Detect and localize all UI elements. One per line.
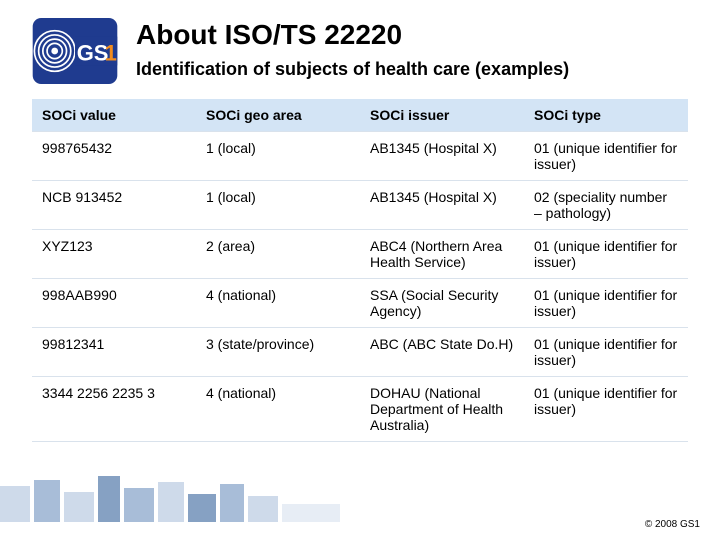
cell: 01 (unique identifier for issuer)	[524, 230, 688, 279]
table-header-row: SOCi value SOCi geo area SOCi issuer SOC…	[32, 99, 688, 132]
header: GS 1 About ISO/TS 22220 Identification o…	[32, 18, 688, 89]
logo-text-1: 1	[105, 40, 117, 65]
cell: 02 (speciality number – pathology)	[524, 181, 688, 230]
cell: ABC (ABC State Do.H)	[360, 328, 524, 377]
cell: 99812341	[32, 328, 196, 377]
cell: 4 (national)	[196, 377, 360, 442]
cell: 01 (unique identifier for issuer)	[524, 377, 688, 442]
copyright: © 2008 GS1	[645, 519, 700, 530]
gs1-logo: GS 1	[32, 18, 118, 89]
table-row: 99812341 3 (state/province) ABC (ABC Sta…	[32, 328, 688, 377]
table-row: XYZ123 2 (area) ABC4 (Northern Area Heal…	[32, 230, 688, 279]
table-row: NCB 913452 1 (local) AB1345 (Hospital X)…	[32, 181, 688, 230]
cell: AB1345 (Hospital X)	[360, 181, 524, 230]
cell: 2 (area)	[196, 230, 360, 279]
table-body: 998765432 1 (local) AB1345 (Hospital X) …	[32, 132, 688, 442]
cell: 01 (unique identifier for issuer)	[524, 279, 688, 328]
page-subtitle: Identification of subjects of health car…	[136, 59, 569, 80]
cell: AB1345 (Hospital X)	[360, 132, 524, 181]
cell: SSA (Social Security Agency)	[360, 279, 524, 328]
cell: XYZ123	[32, 230, 196, 279]
slide: GS 1 About ISO/TS 22220 Identification o…	[0, 0, 720, 540]
cell: 3 (state/province)	[196, 328, 360, 377]
cell: 998765432	[32, 132, 196, 181]
cell: 1 (local)	[196, 132, 360, 181]
gs1-logo-icon: GS 1	[32, 18, 118, 84]
col-soci-type: SOCi type	[524, 99, 688, 132]
cell: ABC4 (Northern Area Health Service)	[360, 230, 524, 279]
footer-decoration	[0, 476, 340, 522]
cell: NCB 913452	[32, 181, 196, 230]
col-soci-geo: SOCi geo area	[196, 99, 360, 132]
cell: 1 (local)	[196, 181, 360, 230]
cell: 01 (unique identifier for issuer)	[524, 132, 688, 181]
title-block: About ISO/TS 22220 Identification of sub…	[136, 18, 569, 80]
cell: 01 (unique identifier for issuer)	[524, 328, 688, 377]
table-row: 998AAB990 4 (national) SSA (Social Secur…	[32, 279, 688, 328]
cell: 4 (national)	[196, 279, 360, 328]
cell: 3344 2256 2235 3	[32, 377, 196, 442]
table-row: 3344 2256 2235 3 4 (national) DOHAU (Nat…	[32, 377, 688, 442]
logo-text: GS	[77, 40, 109, 65]
cell: DOHAU (National Department of Health Aus…	[360, 377, 524, 442]
page-title: About ISO/TS 22220	[136, 20, 569, 51]
cell: 998AAB990	[32, 279, 196, 328]
col-soci-value: SOCi value	[32, 99, 196, 132]
soci-table: SOCi value SOCi geo area SOCi issuer SOC…	[32, 99, 688, 442]
table-row: 998765432 1 (local) AB1345 (Hospital X) …	[32, 132, 688, 181]
col-soci-issuer: SOCi issuer	[360, 99, 524, 132]
